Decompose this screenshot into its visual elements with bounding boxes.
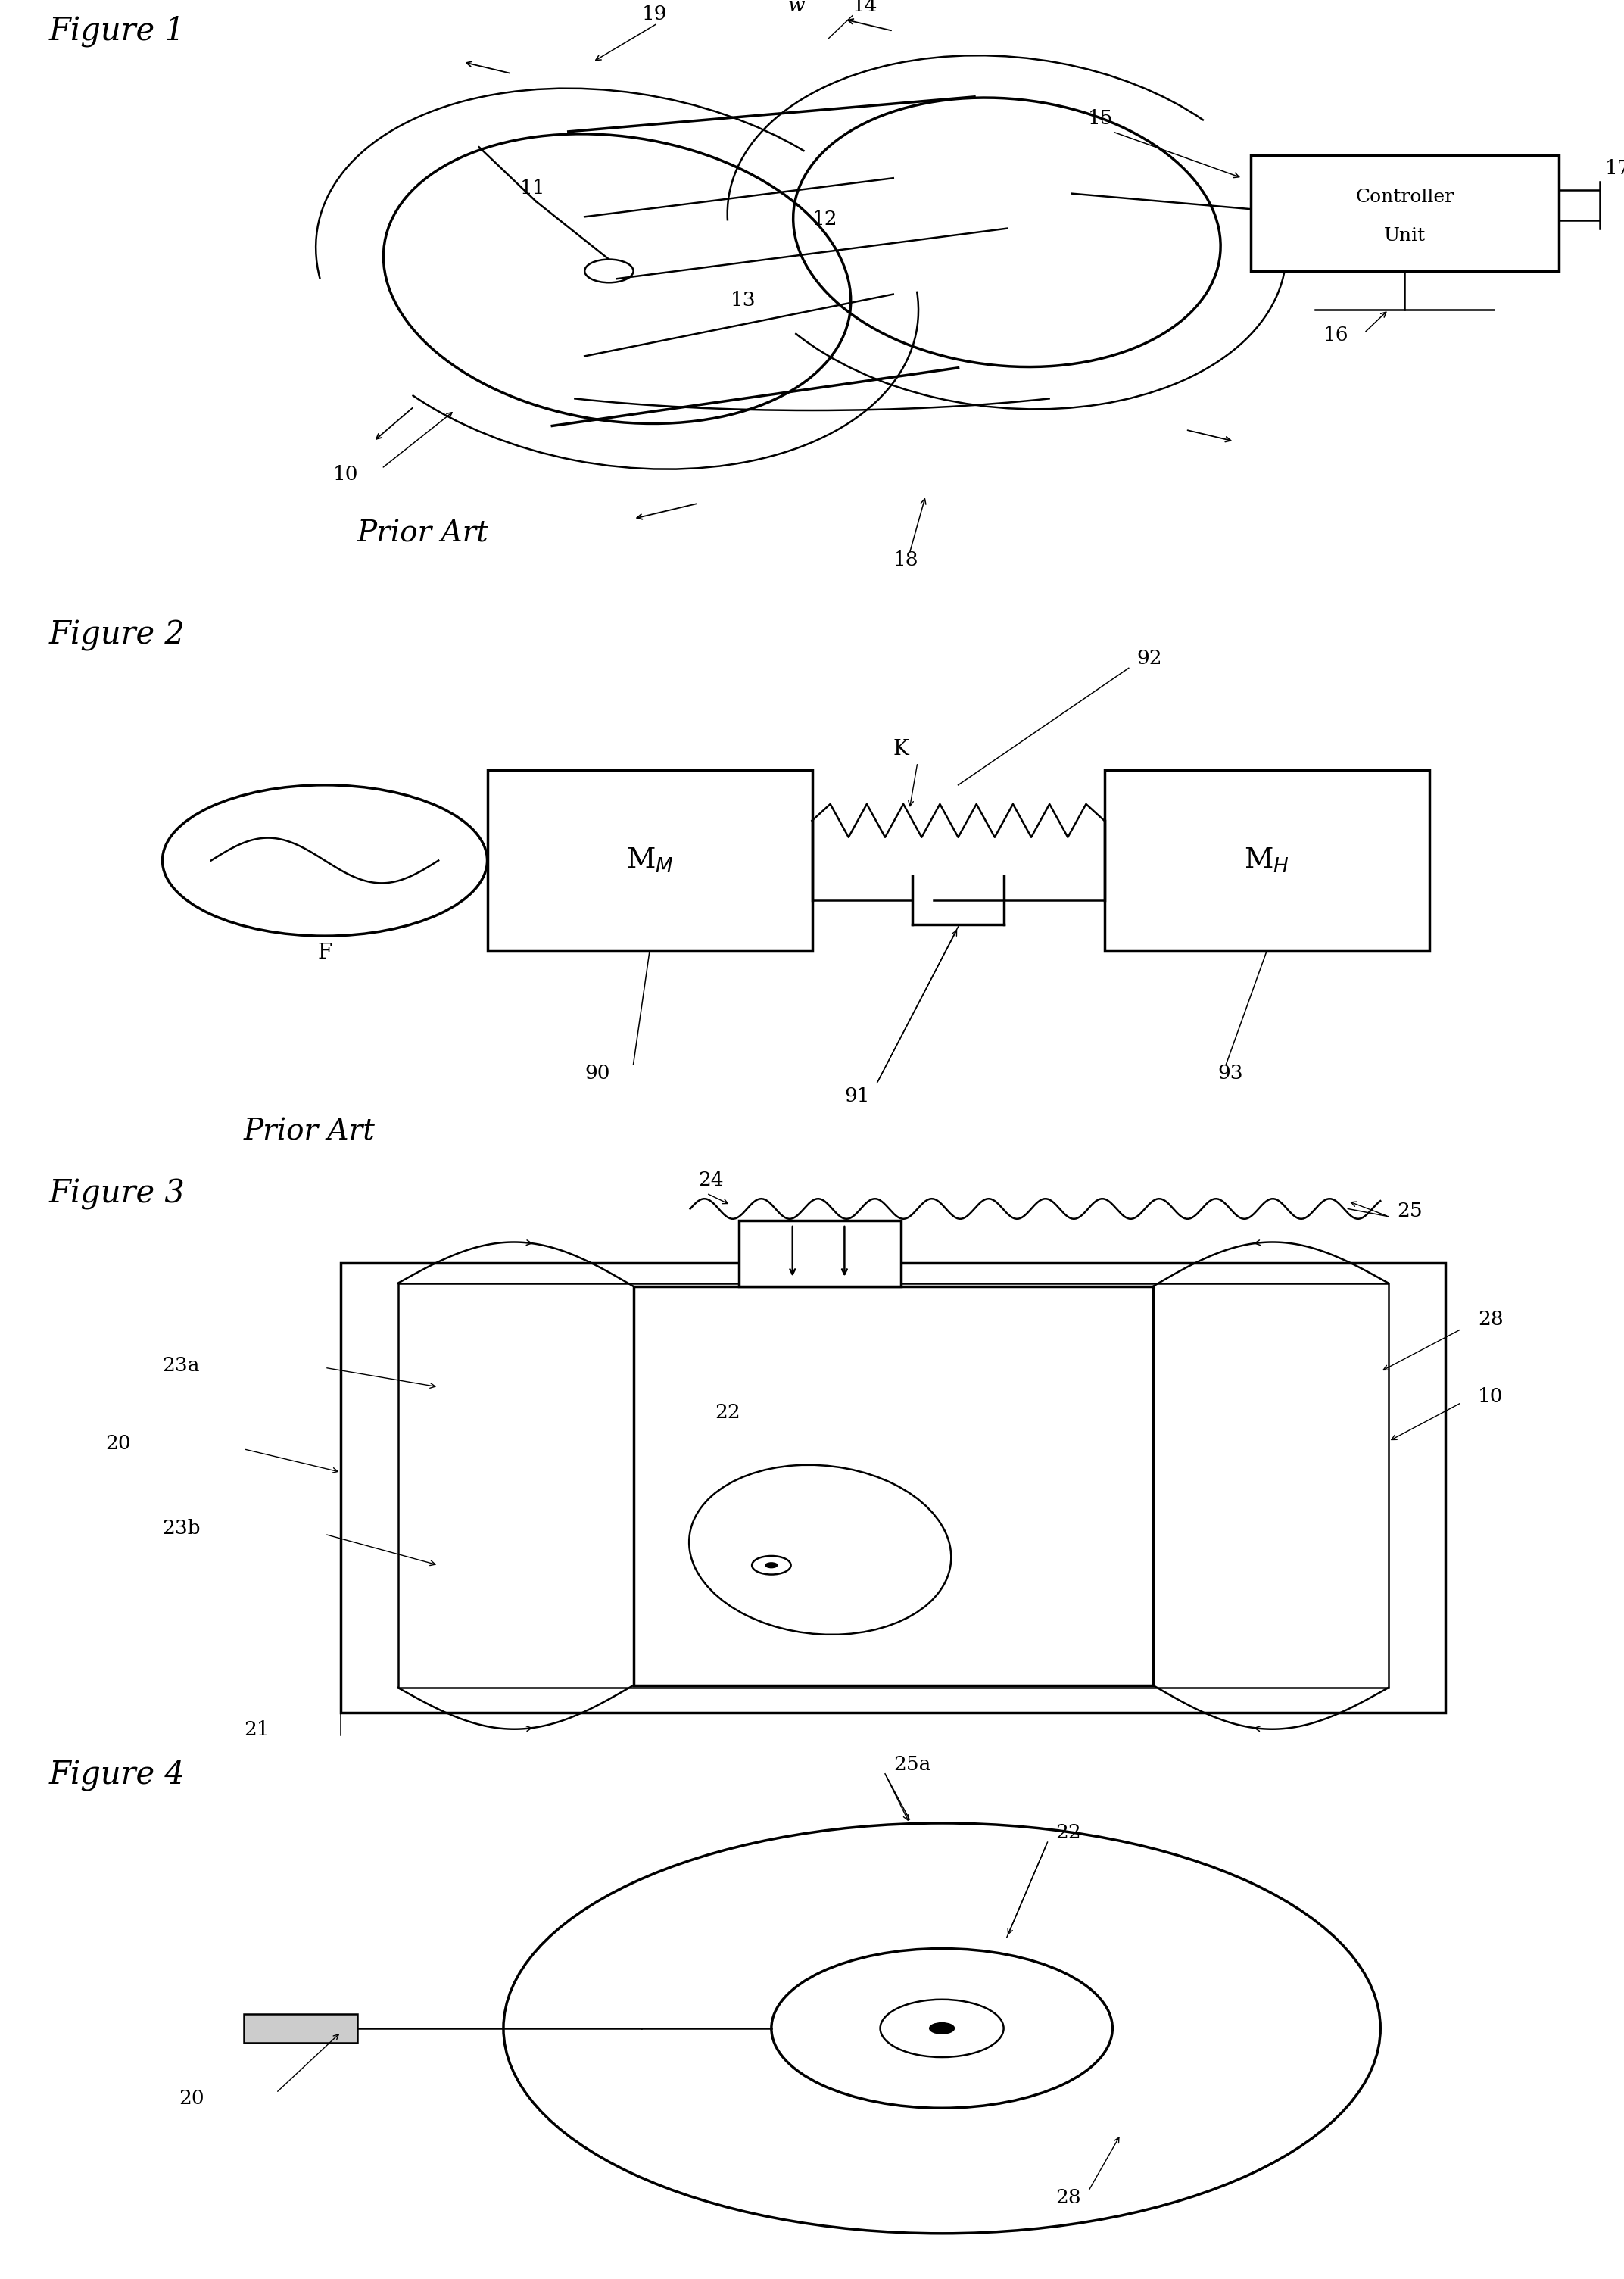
Text: 92: 92 [1137,650,1163,668]
Text: 23a: 23a [162,1356,200,1374]
Text: 19: 19 [641,5,667,23]
Text: 20: 20 [106,1433,132,1452]
Text: F: F [318,944,331,964]
Text: 90: 90 [585,1064,611,1083]
Text: 25: 25 [1397,1201,1423,1219]
Circle shape [765,1561,778,1568]
Text: Figure 3: Figure 3 [49,1178,185,1210]
Text: 20: 20 [179,2090,205,2108]
Text: Figure 2: Figure 2 [49,620,185,652]
Text: 25a: 25a [893,1755,931,1773]
Text: 24: 24 [698,1171,724,1190]
Circle shape [929,2021,955,2035]
Text: 22: 22 [1056,1823,1082,1841]
Text: 10: 10 [333,465,359,483]
Bar [633,1285,1153,1686]
Bar [487,770,812,950]
Text: 12: 12 [812,210,838,228]
Text: 18: 18 [893,549,919,570]
Text: 13: 13 [731,292,757,310]
Text: 28: 28 [1478,1310,1504,1329]
Text: Controller: Controller [1356,189,1453,205]
Text: 14: 14 [853,0,879,16]
Text: K: K [893,738,909,759]
Text: M$_M$: M$_M$ [625,846,674,875]
Text: 23b: 23b [162,1520,201,1538]
Text: Unit: Unit [1384,228,1426,244]
Text: 15: 15 [1088,109,1114,128]
Bar [1104,770,1429,950]
Text: 22: 22 [715,1404,741,1422]
Text: 21: 21 [244,1721,270,1739]
Text: Prior Art: Prior Art [244,1117,375,1146]
Bar [1250,155,1559,271]
Text: 10: 10 [1478,1388,1504,1406]
Text: 93: 93 [1218,1064,1244,1083]
Bar [739,1222,901,1285]
Bar [398,1283,1389,1689]
Text: Prior Art: Prior Art [357,520,489,547]
Bar [341,1263,1445,1712]
Bar [244,2015,357,2042]
Text: 11: 11 [520,178,546,198]
Text: 16: 16 [1324,326,1350,344]
Text: Figure 1: Figure 1 [49,16,185,48]
Text: 28: 28 [1056,2188,1082,2206]
Text: 91: 91 [844,1087,870,1105]
Text: 17: 17 [1605,160,1624,178]
Text: Figure 4: Figure 4 [49,1759,185,1791]
Text: M$_H$: M$_H$ [1244,846,1289,875]
Text: w: w [788,0,806,16]
